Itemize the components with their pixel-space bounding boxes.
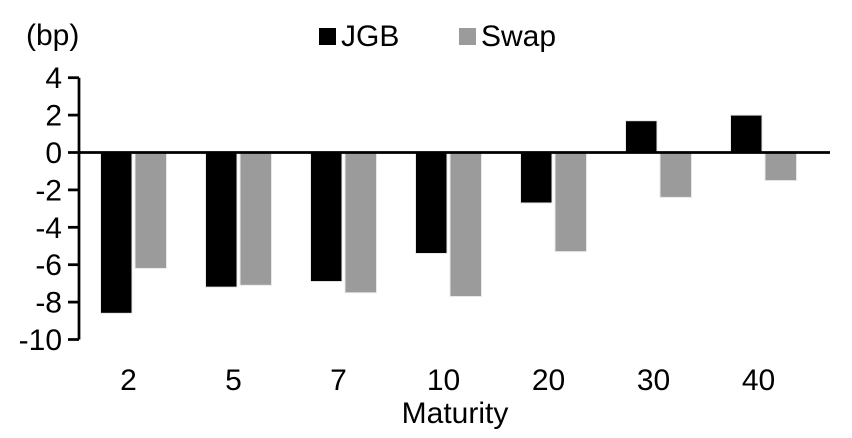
x-tick-label: 20 [532, 364, 565, 397]
bar-swap-40 [764, 152, 797, 182]
y-tick-label: 0 [45, 137, 62, 170]
bar-swap-2 [134, 152, 167, 269]
bar-swap-30 [659, 152, 692, 198]
y-tick-label: -2 [35, 174, 62, 207]
x-tick-label: 40 [742, 364, 775, 397]
bars-layer [100, 114, 797, 314]
legend-label-swap: Swap [481, 20, 556, 53]
y-axis-unit-label: (bp) [26, 19, 79, 52]
y-tick-label: -6 [35, 249, 62, 282]
legend: JGB Swap [319, 20, 556, 53]
y-tick-label: -10 [19, 324, 62, 357]
legend-swatch-swap [459, 28, 476, 45]
x-tick-label: 7 [330, 364, 347, 397]
bar-jgb-5 [205, 152, 238, 288]
labels-layer: 420-2-4-6-8-102 5 7 10 20 30 40 [19, 62, 776, 397]
bar-jgb-30 [625, 120, 658, 153]
x-tick-label: 10 [427, 364, 460, 397]
bar-jgb-40 [730, 114, 763, 153]
bar-swap-5 [239, 152, 272, 286]
bar-jgb-7 [310, 152, 343, 283]
x-tick-label: 2 [120, 364, 137, 397]
bar-jgb-2 [100, 152, 133, 314]
legend-label-jgb: JGB [341, 20, 399, 53]
bar-swap-7 [344, 152, 377, 294]
y-tick-label: 2 [45, 100, 62, 133]
bar-swap-20 [554, 152, 587, 253]
x-axis-title: Maturity [402, 397, 509, 430]
bar-swap-10 [449, 152, 482, 297]
axis-layer [68, 76, 830, 341]
bar-jgb-10 [415, 152, 448, 254]
x-tick-label: 5 [225, 364, 242, 397]
bar-jgb-20 [520, 152, 553, 204]
y-tick-label: 4 [45, 62, 62, 95]
legend-swatch-jgb [319, 28, 336, 45]
y-tick-label: -8 [35, 287, 62, 320]
y-tick-label: -4 [35, 212, 62, 245]
x-tick-label: 30 [637, 364, 670, 397]
